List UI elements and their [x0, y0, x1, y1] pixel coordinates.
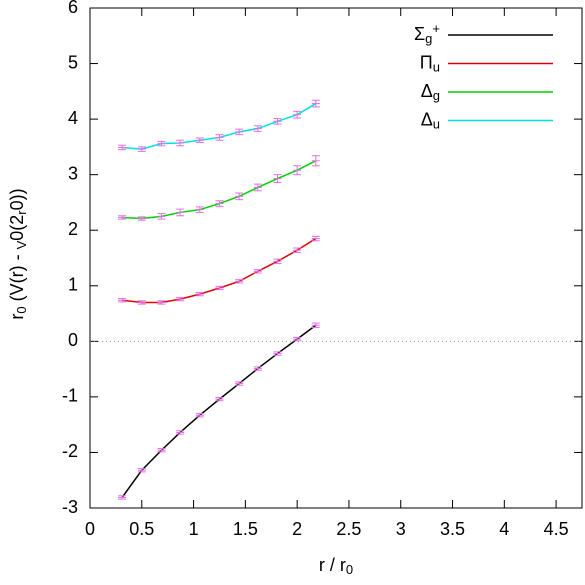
- data-point: [253, 183, 262, 192]
- x-tick-label: 0: [85, 519, 95, 539]
- x-tick-label: 2.5: [336, 519, 361, 539]
- data-point: [118, 144, 127, 151]
- x-tick-label: 3: [396, 519, 406, 539]
- y-tick-label: -1: [62, 386, 78, 406]
- legend-label: Πu: [420, 52, 440, 75]
- legend-label: Δu: [421, 109, 440, 132]
- x-tick-label: 1.5: [233, 519, 258, 539]
- data-point: [253, 269, 262, 274]
- data-point: [311, 235, 320, 242]
- data-point: [118, 215, 127, 220]
- x-tick-label: 3.5: [440, 519, 465, 539]
- data-point: [253, 366, 262, 371]
- data-point: [311, 99, 320, 108]
- data-point: [273, 118, 282, 125]
- data-point: [118, 495, 127, 500]
- data-point: [215, 134, 224, 141]
- y-tick-label: 2: [68, 219, 78, 239]
- data-point: [215, 396, 224, 402]
- y-tick-label: 4: [68, 108, 78, 128]
- y-axis-label: r0 (V(r) - V0(2r0)): [7, 188, 30, 319]
- data-point: [195, 413, 204, 418]
- data-point: [273, 351, 282, 356]
- data-point: [235, 192, 244, 201]
- data-point: [215, 285, 224, 291]
- y-tick-label: 0: [68, 330, 78, 350]
- data-point: [273, 174, 282, 183]
- y-tick-label: 3: [68, 163, 78, 183]
- data-point: [293, 336, 302, 342]
- data-point: [137, 146, 146, 152]
- data-point: [195, 291, 204, 297]
- plot-frame: [89, 7, 583, 509]
- x-tick-label: 1: [189, 519, 199, 539]
- data-point: [253, 125, 262, 132]
- data-point: [137, 300, 146, 305]
- data-point: [311, 322, 320, 328]
- y-tick-label: 5: [68, 52, 78, 72]
- data-point: [118, 298, 127, 303]
- data-point: [293, 110, 302, 119]
- x-axis-label: r / r0: [319, 555, 353, 578]
- data-point: [293, 247, 302, 253]
- data-point: [157, 140, 166, 147]
- data-point: [157, 300, 166, 305]
- y-tick-label: -2: [62, 441, 78, 461]
- x-tick-label: 4: [499, 519, 509, 539]
- y-tick-label: -3: [62, 497, 78, 517]
- data-point: [176, 430, 185, 435]
- data-point: [195, 137, 204, 143]
- data-point: [195, 206, 204, 213]
- x-tick-label: 2: [292, 519, 302, 539]
- data-point: [215, 200, 224, 207]
- x-tick-label: 0.5: [129, 519, 154, 539]
- data-point: [176, 139, 185, 147]
- data-point: [137, 216, 146, 221]
- x-tick-label: 4.5: [544, 519, 569, 539]
- y-tick-label: 6: [68, 0, 78, 17]
- data-point: [293, 165, 302, 176]
- y-tick-label: 1: [68, 275, 78, 295]
- data-point: [176, 208, 185, 217]
- data-point: [176, 296, 185, 302]
- data-point: [137, 468, 146, 473]
- legend-label: Δg: [421, 81, 440, 104]
- legend-label: Σg+: [414, 21, 440, 46]
- data-point: [157, 213, 166, 220]
- data-point: [157, 448, 166, 453]
- data-point: [311, 155, 320, 167]
- data-point: [235, 128, 244, 136]
- data-point: [235, 279, 244, 284]
- data-point: [235, 381, 244, 386]
- data-point: [273, 258, 282, 265]
